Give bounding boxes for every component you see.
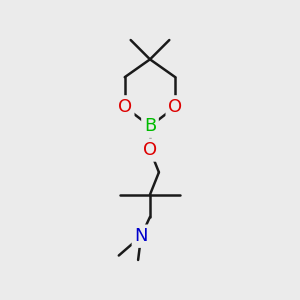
Text: B: B bbox=[144, 117, 156, 135]
Text: O: O bbox=[118, 98, 132, 116]
Text: O: O bbox=[143, 141, 157, 159]
Text: O: O bbox=[168, 98, 182, 116]
Text: N: N bbox=[134, 227, 148, 245]
